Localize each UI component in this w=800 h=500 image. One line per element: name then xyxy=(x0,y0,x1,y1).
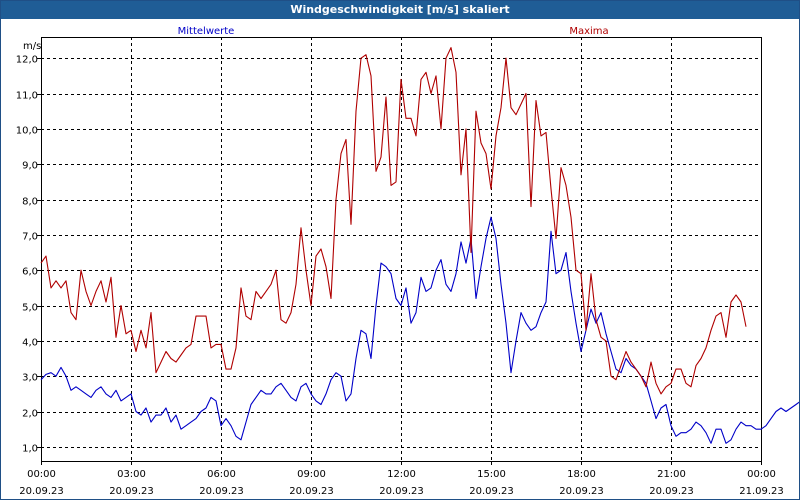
x-tick-date-label: 20.09.23 xyxy=(109,486,154,497)
x-tick-time-label: 03:00 xyxy=(117,469,146,480)
y-tick-label: 6,0 xyxy=(22,267,38,278)
y-axis-unit-label: m/s xyxy=(23,41,41,52)
y-tick-label: 5,0 xyxy=(22,303,38,314)
gridlines xyxy=(41,37,761,461)
chart-labels: 1,0 2,0 3,0 4,0 5,0 6,0 7,0 8,0 9,0 10,0 11,0 12,0 0… xyxy=(16,26,784,497)
x-tick-time-label: 00:00 xyxy=(747,469,776,480)
x-tick-time-label: 06:00 xyxy=(207,469,236,480)
chart-title: Windgeschwindigkeit [m/s] skaliert xyxy=(1,1,799,19)
series-line-mittelwerte xyxy=(40,216,799,444)
x-tick-date-label: 20.09.23 xyxy=(559,486,604,497)
x-tick-time-label: 12:00 xyxy=(387,469,416,480)
y-tick-label: 10,0 xyxy=(16,126,38,137)
axes xyxy=(37,37,762,465)
x-tick-date-label: 20.09.23 xyxy=(469,486,514,497)
x-tick-time-label: 18:00 xyxy=(567,469,596,480)
x-tick-date-label: 20.09.23 xyxy=(199,486,244,497)
x-tick-time-label: 09:00 xyxy=(297,469,326,480)
x-tick-time-label: 21:00 xyxy=(657,469,686,480)
x-tick-date-label: 20.09.23 xyxy=(19,486,64,497)
legend-label-maxima: Maxima xyxy=(569,26,608,37)
series-lines xyxy=(40,47,799,444)
y-tick-label: 7,0 xyxy=(22,232,38,243)
x-tick-time-label: 15:00 xyxy=(477,469,506,480)
y-tick-label: 2,0 xyxy=(22,409,38,420)
y-tick-label: 3,0 xyxy=(22,373,38,384)
x-tick-date-label: 20.09.23 xyxy=(649,486,694,497)
series-line-maxima xyxy=(40,47,747,395)
plot-area-border xyxy=(41,37,762,462)
x-tick-time-label: 00:00 xyxy=(27,469,56,480)
y-tick-label: 1,0 xyxy=(22,444,38,455)
x-tick-date-label: 20.09.23 xyxy=(379,486,424,497)
x-tick-date-label: 20.09.23 xyxy=(289,486,334,497)
y-tick-label: 8,0 xyxy=(22,197,38,208)
y-tick-label: 9,0 xyxy=(22,161,38,172)
y-tick-label: 11,0 xyxy=(16,91,38,102)
x-tick-date-label: 21.09.23 xyxy=(739,486,784,497)
legend-label-mittelwerte: Mittelwerte xyxy=(178,26,235,37)
y-tick-label: 4,0 xyxy=(22,338,38,349)
y-tick-label: 12,0 xyxy=(16,55,38,66)
